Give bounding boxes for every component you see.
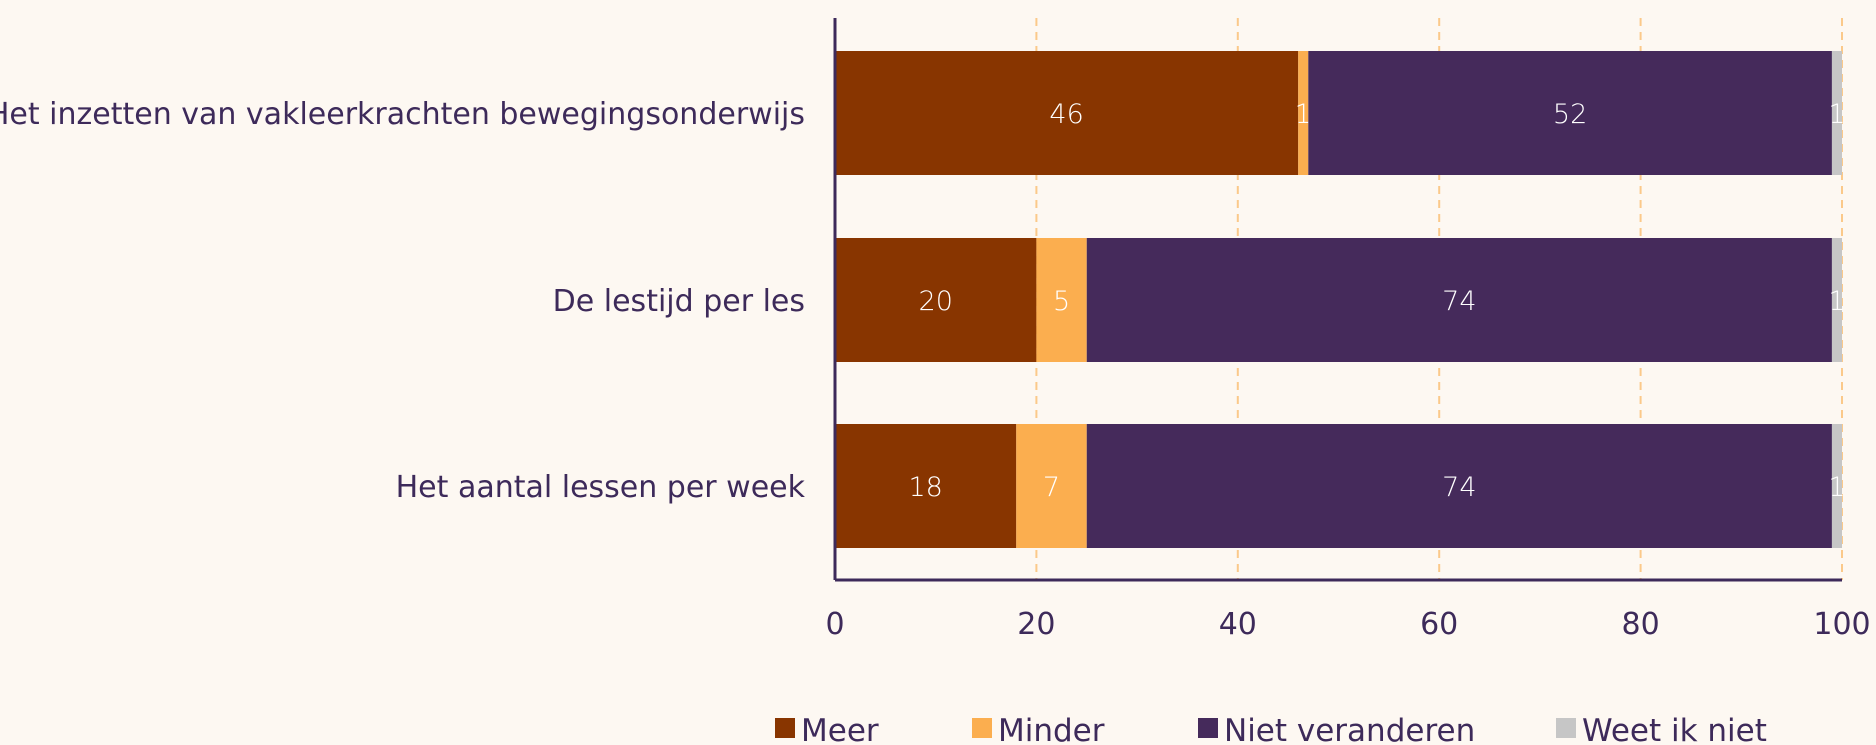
data-label-3-3: 74 (1442, 472, 1476, 503)
x-tick-label-20: 20 (1017, 607, 1055, 642)
legend-label-1: Meer (801, 713, 879, 745)
bars: 46 1 52 1 20 5 74 1 18 7 74 1 (835, 51, 1846, 548)
x-tick-label-100: 100 (1813, 607, 1870, 642)
category-label-1: Het inzetten van vakleerkrachten bewegin… (0, 97, 805, 132)
data-label-3-2: 7 (1043, 472, 1060, 503)
bar-segment-3-4 (1831, 424, 1842, 548)
bar-segment-1-1 (835, 51, 1299, 175)
bar-segment-2-2 (1036, 238, 1087, 362)
bar-segment-2-4 (1831, 238, 1842, 362)
data-label-3-1: 18 (908, 472, 942, 503)
legend-label-3: Niet veranderen (1224, 713, 1475, 745)
x-tick-label-80: 80 (1622, 607, 1660, 642)
data-label-1-3: 52 (1553, 99, 1587, 130)
legend-swatch-3 (1198, 718, 1218, 738)
legend-label-2: Minder (998, 713, 1105, 745)
legend-swatch-4 (1556, 718, 1576, 738)
data-label-1-4: 1 (1828, 99, 1845, 130)
bar-segment-1-3 (1308, 51, 1832, 175)
category-label-3: Het aantal lessen per week (396, 470, 806, 505)
bar-segment-2-1 (835, 238, 1037, 362)
data-label-2-4: 1 (1828, 286, 1845, 317)
legend-swatch-2 (972, 718, 992, 738)
legend: Meer Minder Niet veranderen Weet ik niet (775, 713, 1767, 745)
data-label-1-1: 46 (1049, 99, 1083, 130)
category-label-2: De lestijd per les (553, 284, 805, 319)
bar-segment-1-4 (1831, 51, 1842, 175)
data-label-3-4: 1 (1828, 472, 1845, 503)
legend-label-4: Weet ik niet (1582, 713, 1767, 745)
data-label-2-3: 74 (1442, 286, 1476, 317)
bar-segment-3-2 (1016, 424, 1087, 548)
data-label-2-2: 5 (1053, 286, 1070, 317)
axes (833, 18, 1842, 582)
x-tick-label-60: 60 (1420, 607, 1458, 642)
x-tick-labels: 0 20 40 60 80 100 (825, 607, 1870, 642)
data-label-1-2: 1 (1295, 99, 1312, 130)
bar-segment-1-2 (1298, 51, 1309, 175)
legend-swatch-1 (775, 718, 795, 738)
x-tick-label-40: 40 (1219, 607, 1257, 642)
data-label-2-1: 20 (919, 286, 953, 317)
x-tick-label-0: 0 (825, 607, 844, 642)
category-labels: Het inzetten van vakleerkrachten bewegin… (0, 97, 806, 505)
bar-segment-3-3 (1086, 424, 1832, 548)
bar-segment-2-3 (1086, 238, 1832, 362)
bar-segment-3-1 (835, 424, 1017, 548)
